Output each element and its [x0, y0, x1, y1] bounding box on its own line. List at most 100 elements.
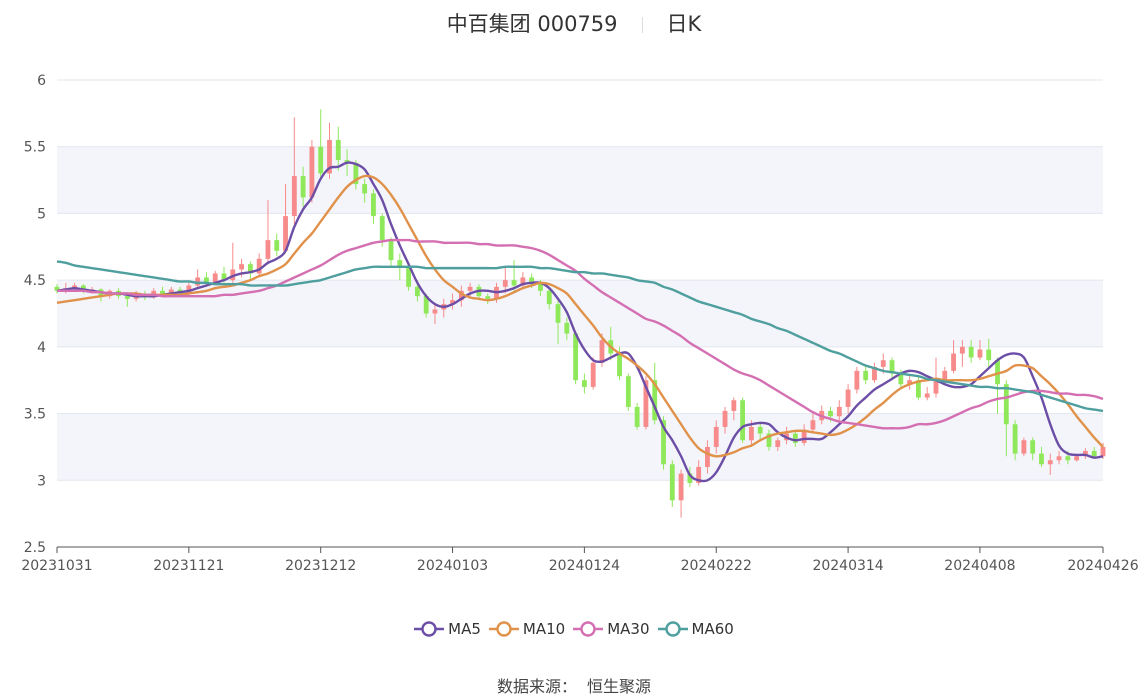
legend-label: MA60: [691, 620, 734, 638]
candle-body: [546, 290, 552, 305]
x-tick-label: 20231212: [285, 558, 356, 574]
y-tick-label: 3.5: [24, 407, 46, 423]
legend-item-ma5[interactable]: MA5: [414, 620, 481, 638]
candle-body: [265, 240, 271, 259]
y-tick-label: 4: [37, 340, 46, 356]
legend-marker-icon: [573, 621, 604, 637]
candle-body: [1091, 450, 1097, 457]
candle-body: [80, 285, 86, 291]
candle-body: [485, 296, 491, 299]
candle-body: [291, 176, 297, 217]
candle-body: [353, 162, 359, 185]
candle-body: [564, 322, 570, 334]
x-tick-label: 20240124: [549, 558, 620, 574]
candle-body: [740, 400, 746, 441]
x-tick-label: 20231121: [153, 558, 224, 574]
candle-body: [696, 466, 702, 483]
y-tick-label: 4.5: [24, 273, 46, 289]
candle-body: [239, 264, 245, 270]
x-tick-label: 20240426: [1067, 558, 1138, 574]
candlestick-chart: 2.5 3 3.5 4 4.5 5 5.5 6 20231031 20231121 20231212…: [21, 73, 1138, 574]
candle-body: [748, 426, 754, 441]
candle-body: [362, 184, 368, 194]
candle-body: [511, 280, 517, 286]
candle-body: [590, 362, 596, 387]
candle-body: [705, 446, 710, 467]
candle-body: [863, 370, 869, 381]
ma-line-ma60: [56, 260, 1104, 413]
ma-line-ma5: [56, 161, 1104, 483]
legend-marker-icon: [657, 621, 688, 637]
x-tick-label: 20240314: [812, 558, 883, 574]
candle-body: [828, 410, 833, 417]
candle-body: [186, 285, 192, 294]
candle-body: [924, 393, 930, 398]
candle-body: [300, 176, 306, 198]
candle-body: [652, 380, 658, 421]
candle-body: [1083, 450, 1088, 457]
candle-body: [72, 285, 77, 289]
candle-body: [678, 473, 684, 501]
candle-body: [327, 140, 332, 174]
candle-body: [283, 216, 288, 251]
candle-body: [995, 360, 1000, 385]
grid-band: [57, 413, 1103, 481]
candle-body: [538, 282, 543, 291]
data-source: 数据来源： 恒生聚源: [0, 673, 1148, 697]
candle-body: [573, 333, 579, 381]
candle-body: [221, 273, 227, 281]
candle-body: [722, 410, 728, 427]
candle-body: [1030, 440, 1036, 454]
legend-marker-icon: [488, 621, 519, 637]
legend-item-ma60[interactable]: MA60: [657, 620, 734, 638]
candle-body: [54, 286, 60, 291]
candle-body: [1039, 453, 1044, 465]
candle-body: [520, 277, 526, 286]
candle-body: [450, 300, 455, 305]
chart-legend: MA5 MA10 MA30 MA60: [0, 620, 1148, 641]
candle-body: [933, 380, 939, 394]
legend-item-ma30[interactable]: MA30: [573, 620, 650, 638]
candle-body: [1065, 456, 1071, 461]
candle-body: [986, 349, 992, 361]
candle-body: [977, 349, 983, 358]
candle-body: [880, 360, 886, 367]
candle-body: [467, 286, 473, 291]
candle-body: [406, 266, 412, 287]
candle-body: [212, 273, 218, 283]
x-tick-label: 20231031: [21, 558, 92, 574]
candle-body: [1100, 446, 1106, 457]
candle-body: [687, 473, 693, 483]
candle-body: [898, 373, 904, 385]
candle-body: [854, 370, 860, 390]
y-tick-label: 2.5: [24, 540, 46, 556]
candle-body: [256, 258, 262, 274]
ma-line-ma30: [57, 238, 1104, 430]
candle-body: [951, 353, 956, 371]
y-tick-label: 5.5: [24, 140, 46, 156]
x-tick-label: 20240103: [417, 558, 488, 574]
candle-body: [836, 406, 842, 417]
candle-body: [397, 260, 403, 267]
candle-body: [775, 440, 781, 447]
chart-header: 中百集团 000759 日K: [0, 8, 1148, 38]
candle-body: [160, 290, 165, 294]
candle-body: [388, 240, 394, 261]
candle-body: [661, 420, 666, 465]
candle-body: [625, 376, 631, 407]
candle-body: [371, 193, 376, 217]
candle-body: [845, 389, 851, 407]
candle-body: [379, 216, 385, 241]
candle-body: [634, 406, 640, 427]
legend-item-ma10[interactable]: MA10: [488, 620, 565, 638]
candle-body: [124, 296, 130, 299]
candle-body: [889, 360, 895, 374]
candle-body: [414, 286, 420, 297]
candle-body: [1074, 456, 1080, 461]
candle-body: [458, 290, 464, 301]
candle-body: [1056, 456, 1062, 461]
y-tick-label: 6: [37, 73, 46, 89]
candle-body: [195, 277, 201, 286]
candle-body: [423, 296, 429, 314]
candle-body: [907, 380, 913, 385]
